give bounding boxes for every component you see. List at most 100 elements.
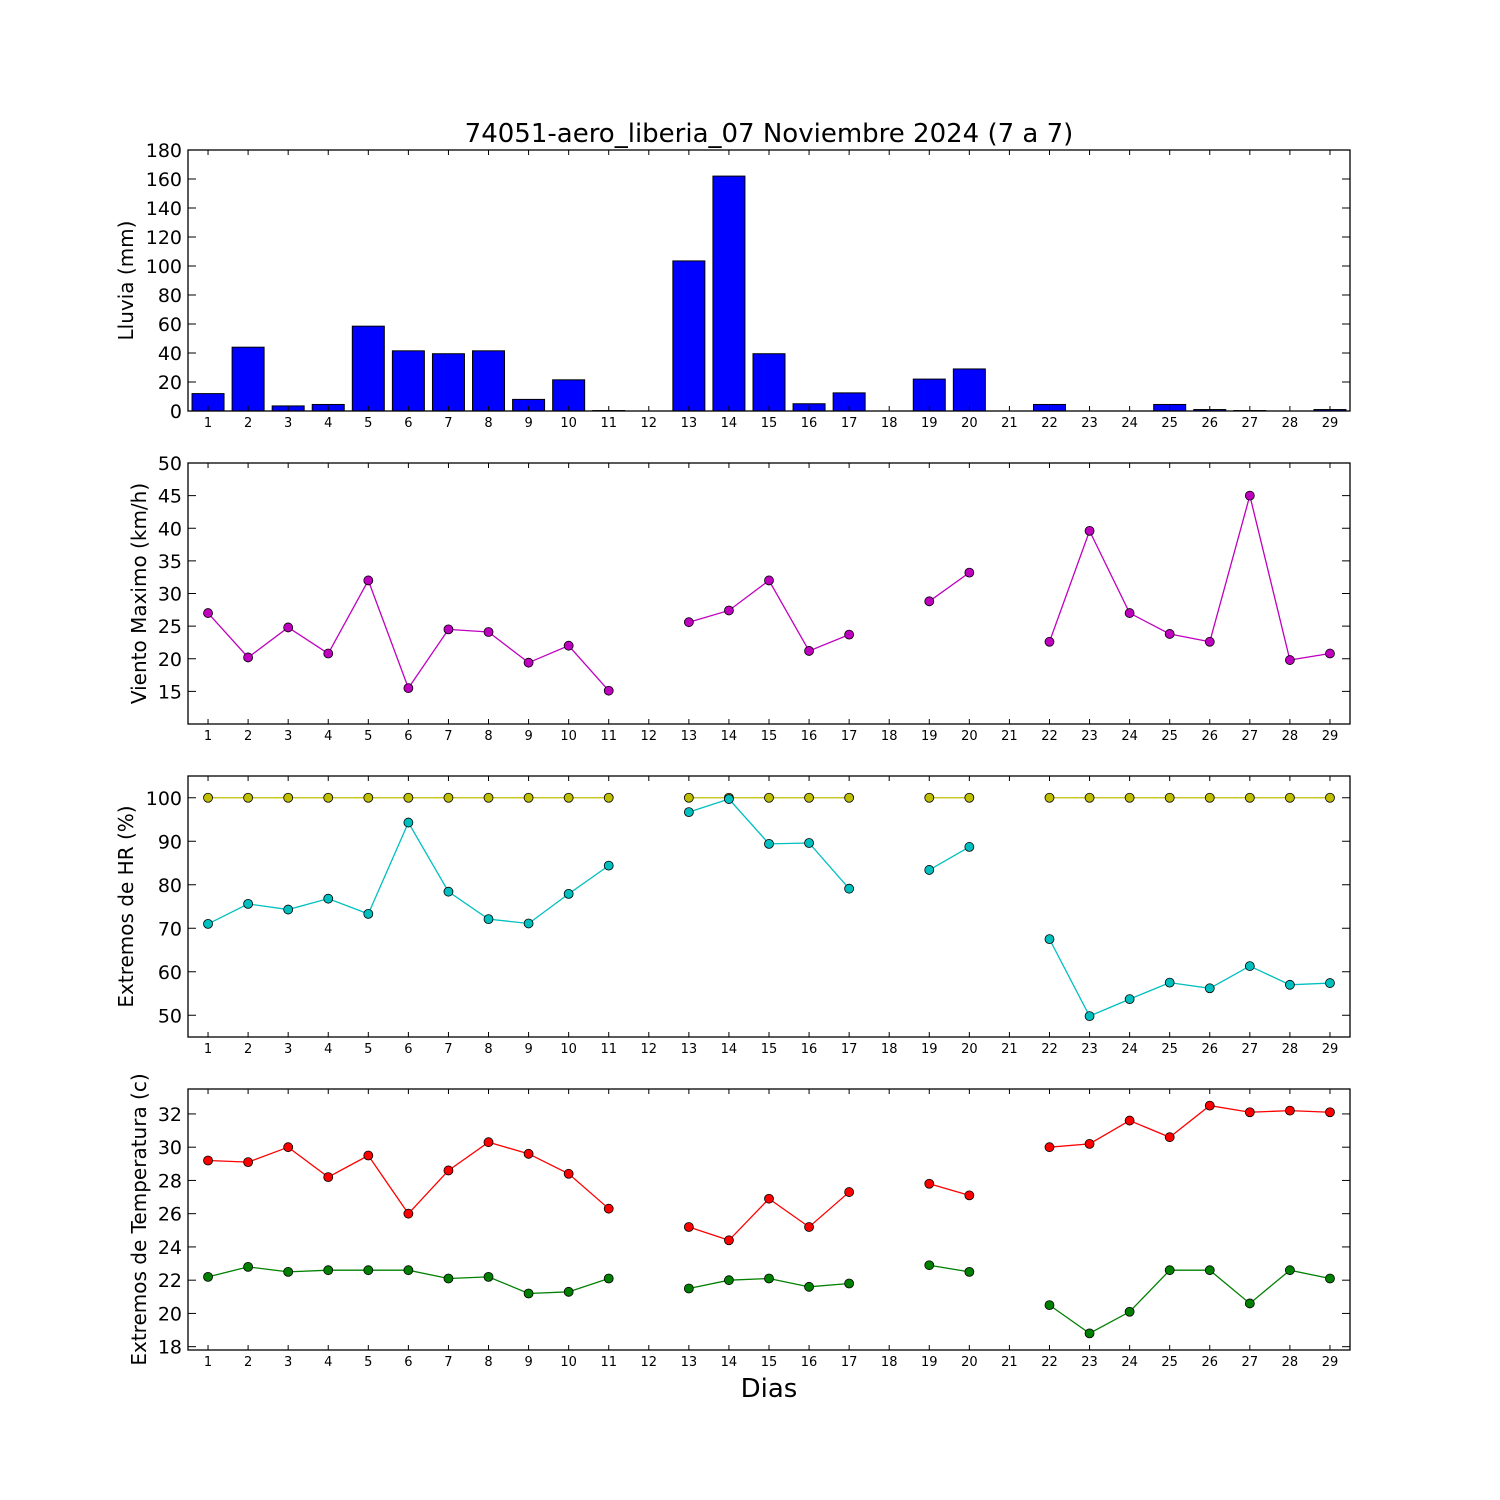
y-tick-label-140: 140 [146,198,182,220]
x-tick-label-4: 4 [324,729,332,744]
series-1-point-day-16 [804,646,814,656]
x-tick-label-25: 25 [1161,729,1178,744]
x-tick-label-26: 26 [1201,1042,1218,1057]
series-1-point-day-2 [243,1157,254,1168]
x-tick-label-16: 16 [801,1355,818,1370]
x-tick-label-13: 13 [681,1042,698,1057]
series-2-point-day-29 [1325,978,1335,988]
series-1-point-day-16 [804,1222,814,1232]
x-tick-label-12: 12 [641,1042,658,1057]
series-2-point-day-8 [483,914,494,925]
series-2-point-day-13 [683,1283,694,1294]
series-2-point-day-1 [203,919,213,929]
x-tick-label-18: 18 [881,729,898,744]
x-tick-label-12: 12 [641,729,658,744]
series-2-point-day-26 [1204,1265,1215,1276]
x-tick-label-23: 23 [1081,729,1098,744]
series-1-point-day-17 [844,1187,855,1197]
series-1-point-day-2 [243,792,254,803]
series-2-point-day-4 [323,1265,334,1276]
x-tick-label-13: 13 [681,729,698,744]
x-tick-label-15: 15 [761,416,778,431]
y-tick-label-20: 20 [158,1303,182,1325]
series-1-point-day-6 [403,1208,414,1219]
plot-area [188,1089,1350,1350]
x-tick-label-13: 13 [681,1355,698,1370]
x-tick-label-3: 3 [284,729,292,744]
series-1-point-day-15 [764,1193,774,1204]
series-2-point-day-25 [1164,977,1175,988]
x-tick-label-9: 9 [524,1355,532,1370]
series-1-point-day-7 [443,1165,454,1176]
series-1-point-day-4 [323,792,334,803]
bar-day-5 [351,325,385,412]
x-tick-label-25: 25 [1161,1355,1178,1370]
series-2-point-day-24 [1124,1306,1135,1317]
series-2-line-segment-4 [1048,938,1330,1017]
x-tick-label-19: 19 [921,729,938,744]
series-1-line-segment-3 [928,572,970,602]
series-2-line-segment-4 [1049,1269,1331,1335]
x-tick-label-3: 3 [284,1042,292,1057]
series-1-point-day-26 [1204,636,1215,647]
x-tick-label-17: 17 [841,1355,858,1370]
x-tick-label-13: 13 [681,416,698,431]
series-2-point-day-23 [1084,1011,1095,1022]
x-tick-label-15: 15 [761,1042,778,1057]
series-2-point-day-6 [403,817,414,828]
y-tick-label-30: 30 [158,1137,182,1159]
series-2-line-segment-3 [928,846,970,871]
x-tick-label-14: 14 [721,729,738,744]
series-1-point-day-3 [283,1142,294,1153]
series-2-point-day-20 [964,842,975,852]
series-1-point-day-11 [603,685,614,696]
bar-day-8 [472,350,506,412]
series-1-point-day-22 [1044,1142,1055,1153]
x-tick-label-6: 6 [404,729,412,744]
x-tick-label-2: 2 [244,416,252,431]
chart-title: 74051-aero_liberia_07 Noviembre 2024 (7 … [465,119,1074,149]
y-tick-label-50: 50 [158,1005,182,1027]
x-tick-label-21: 21 [1001,416,1018,431]
series-1-point-day-5 [363,792,374,803]
x-tick-label-21: 21 [1001,729,1018,744]
series-1-point-day-28 [1284,1105,1295,1116]
series-1-point-day-23 [1084,792,1095,803]
series-1-point-day-4 [323,1172,334,1183]
series-1-point-day-28 [1284,655,1295,665]
series-1-point-day-15 [764,792,774,803]
x-tick-label-4: 4 [324,1042,332,1057]
series-1-point-day-29 [1325,792,1335,803]
series-2-point-day-5 [363,908,374,919]
y-tick-label-80: 80 [158,285,182,307]
bar-day-13 [672,260,706,412]
y-tick-label-22: 22 [158,1270,182,1292]
x-tick-label-16: 16 [801,729,818,744]
series-1-point-day-3 [283,622,294,633]
series-1-point-day-15 [764,575,774,586]
series-1-point-day-20 [964,567,975,578]
series-2-point-day-28 [1284,979,1295,990]
x-tick-label-4: 4 [324,1355,332,1370]
series-1-point-day-27 [1244,490,1255,501]
x-tick-label-27: 27 [1242,416,1259,431]
series-1-point-day-23 [1084,525,1095,536]
series-1-point-day-10 [563,792,574,803]
panel-3: 1 2 3 4 5 6 7 8 9 10 11 12 13 14 15 16 17 18 19 20 21 22 23 24 2… [114,775,1351,1057]
x-tick-label-25: 25 [1161,1042,1178,1057]
panel-4: 1 2 3 4 5 6 7 8 9 10 11 12 13 14 15 16 17 18 19 20 21 22 23 24 2… [127,1073,1351,1370]
series-1-point-day-28 [1284,792,1295,803]
x-tick-label-5: 5 [364,416,372,431]
x-tick-label-14: 14 [721,1355,738,1370]
x-tick-label-7: 7 [444,416,452,431]
series-1-point-day-29 [1325,1107,1335,1118]
x-tick-label-29: 29 [1322,416,1339,431]
series-2-point-day-8 [483,1271,494,1282]
series-2-point-day-17 [844,883,855,894]
x-tick-label-28: 28 [1282,1042,1299,1057]
series-1-point-day-25 [1164,792,1175,803]
bar-day-15 [752,353,786,412]
x-tick-label-17: 17 [841,1042,858,1057]
x-tick-label-23: 23 [1081,416,1098,431]
x-tick-label-24: 24 [1121,729,1138,744]
